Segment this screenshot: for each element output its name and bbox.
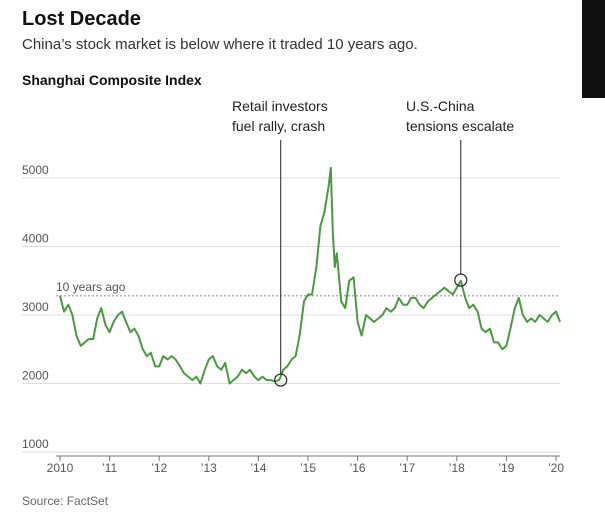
x-tick-label: ’17: [399, 461, 415, 475]
annotation-layer: Retail investors fuel rally, crash U.S.-Ch…: [232, 98, 514, 387]
x-tick-label: ’11: [102, 461, 117, 475]
source-note: Source: FactSet: [22, 494, 109, 508]
axis-layer: 1000 2000 3000 4000 5000 2010 ’11 ’12 ’13 ’14 ’15 ’…: [22, 163, 564, 475]
chart-headline: Lost Decade: [22, 8, 141, 30]
x-tick-label: ’12: [151, 461, 167, 475]
grid-layer: [22, 177, 560, 453]
y-tick-label: 1000: [22, 437, 49, 451]
y-tick-label: 3000: [22, 300, 49, 314]
chart-title: Shanghai Composite Index: [22, 72, 202, 88]
reference-layer: 10 years ago: [56, 280, 560, 297]
y-tick-label: 5000: [22, 163, 49, 177]
reference-line-label: 10 years ago: [56, 280, 126, 294]
annotation-marker: [274, 373, 288, 387]
annotation-label: U.S.-China: [406, 98, 475, 114]
x-tick-label: ’14: [250, 461, 266, 475]
annotation-marker: [454, 273, 468, 287]
x-tick-label: ’16: [350, 461, 366, 475]
decorative-side-bar: [582, 0, 605, 98]
x-tick-label: ’19: [498, 461, 514, 475]
chart-subtitle: China’s stock market is below where it t…: [22, 36, 418, 53]
annotation-label: fuel rally, crash: [232, 118, 325, 134]
x-tick-label: ’15: [300, 461, 316, 475]
x-tick-label: ’20: [548, 461, 564, 475]
x-tick-label: 2010: [47, 461, 74, 475]
series-layer: [59, 166, 561, 385]
annotation-label: Retail investors: [232, 98, 328, 114]
x-tick-label: ’18: [449, 461, 465, 475]
x-tick-label: ’13: [201, 461, 217, 475]
y-tick-label: 2000: [22, 369, 49, 383]
annotation-label: tensions escalate: [406, 118, 514, 134]
series-line-shanghai-composite: [59, 166, 561, 385]
y-tick-label: 4000: [22, 232, 49, 246]
